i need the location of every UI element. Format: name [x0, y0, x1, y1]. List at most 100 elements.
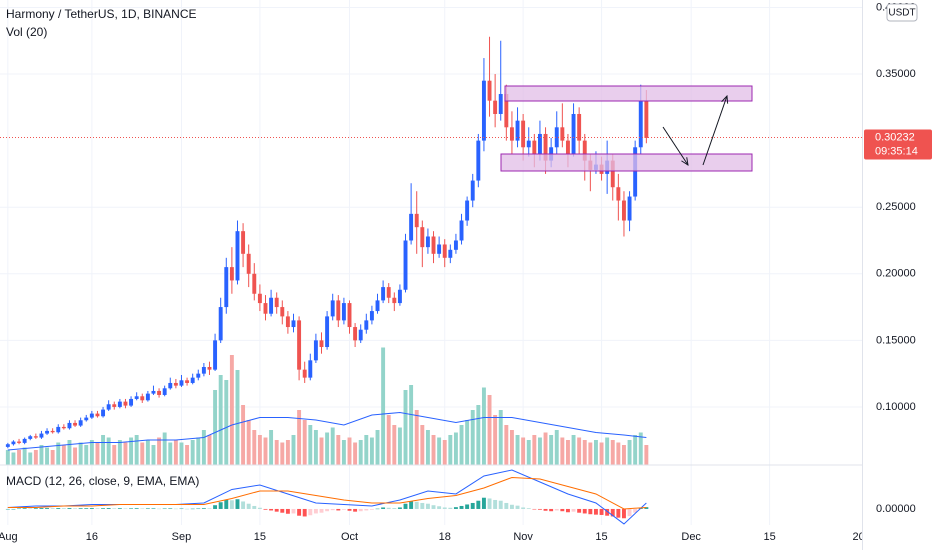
candle-body: [196, 373, 201, 378]
countdown-label: 09:35:14: [875, 145, 918, 157]
candle-body: [33, 436, 38, 438]
macd-histogram-bar: [229, 500, 234, 509]
x-tick-label: 15: [763, 531, 775, 543]
candle-body: [145, 393, 150, 401]
candle-body: [571, 113, 576, 154]
candle-body: [543, 133, 548, 161]
volume-ma-line: [7, 411, 647, 451]
volume-bar: [39, 445, 44, 465]
candle-body: [190, 377, 195, 383]
macd-histogram-bar: [414, 501, 419, 509]
candle-body: [308, 360, 313, 378]
candle-body: [577, 113, 582, 141]
macd-histogram-bar: [403, 503, 408, 509]
candle-body: [112, 404, 117, 407]
macd-histogram-bar: [543, 508, 548, 511]
candle-body: [224, 267, 229, 308]
macd-histogram-bar: [493, 499, 498, 509]
candle-body: [397, 289, 402, 304]
volume-bar: [386, 415, 391, 465]
candle-body: [39, 433, 44, 438]
candle-body: [375, 300, 380, 312]
resistance-zone: [504, 85, 753, 102]
volume-bar: [644, 445, 649, 465]
macd-histogram-bar: [151, 508, 156, 509]
volume-bar: [201, 430, 206, 465]
macd-histogram-bar: [185, 508, 190, 510]
volume-bar: [459, 425, 464, 465]
candle-body: [420, 227, 425, 248]
volume-bar: [347, 437, 352, 465]
macd-histogram-bar: [302, 508, 307, 517]
candle-body: [241, 231, 246, 254]
candle-body: [285, 316, 290, 328]
volume-bar: [162, 432, 167, 465]
macd-histogram-bar: [386, 507, 391, 509]
volume-bar: [196, 437, 201, 465]
volume-bar: [532, 435, 537, 465]
macd-histogram-bar: [599, 508, 604, 515]
macd-histogram-bar: [117, 508, 122, 509]
volume-bar: [269, 430, 274, 465]
candle-body: [140, 396, 145, 401]
volume-bar: [403, 390, 408, 465]
macd-histogram-bar: [257, 507, 262, 509]
volume-bar: [84, 445, 89, 465]
volume-bar: [145, 440, 150, 465]
volume-bar: [420, 425, 425, 465]
candle-body: [201, 366, 206, 374]
volume-bar: [263, 437, 268, 465]
candle-body: [61, 426, 66, 429]
macd-histogram-bar: [246, 503, 251, 509]
volume-bar: [173, 440, 178, 465]
volume-bar: [179, 442, 184, 465]
macd-histogram-bar: [481, 497, 486, 509]
volume-bar: [549, 435, 554, 465]
currency-label: USDT: [888, 8, 915, 19]
candle-body: [101, 409, 106, 417]
volume-bar: [190, 440, 195, 465]
volume-bar: [123, 442, 128, 465]
macd-histogram-bar: [537, 508, 542, 510]
volume-bar: [213, 390, 218, 465]
volume-bar: [470, 410, 475, 465]
macd-histogram-bar: [201, 508, 206, 509]
candle-body: [218, 307, 223, 341]
candle-body: [498, 94, 503, 114]
volume-bar: [5, 450, 10, 465]
macd-histogram-bar: [476, 500, 481, 509]
arrow-down: [662, 126, 688, 165]
macd-histogram-bar: [521, 507, 526, 509]
candle-body: [84, 417, 89, 421]
candle-body: [644, 100, 649, 138]
macd-histogram-bar: [577, 508, 582, 513]
x-tick-label: Aug: [0, 531, 18, 543]
macd-histogram-bar: [78, 508, 83, 509]
candle-body: [476, 140, 481, 181]
candle-body: [336, 300, 341, 321]
candle-body: [470, 180, 475, 201]
candle-body: [162, 388, 167, 395]
macd-histogram-bar: [235, 499, 240, 509]
macd-histogram-bar: [341, 508, 346, 510]
volume-bar: [498, 410, 503, 465]
x-tick-label: Sep: [172, 531, 192, 543]
volume-bar: [274, 440, 279, 465]
candle-body: [437, 244, 442, 254]
macd-histogram-bar: [515, 505, 520, 509]
volume-bar: [487, 395, 492, 465]
macd-histogram-bar: [213, 505, 218, 509]
volume-bar: [537, 437, 542, 465]
macd-histogram-bar: [431, 505, 436, 509]
candle-body: [521, 120, 526, 148]
volume-bar: [241, 405, 246, 465]
candle-body: [392, 297, 397, 304]
macd-histogram-bar: [101, 508, 106, 509]
macd-histogram-bar: [134, 508, 139, 509]
candle-body: [185, 380, 190, 383]
candle-body: [89, 413, 94, 418]
candle-body: [45, 430, 50, 434]
macd-histogram-bar: [330, 508, 335, 511]
volume-bar: [381, 347, 386, 465]
macd-histogram-bar: [397, 507, 402, 509]
